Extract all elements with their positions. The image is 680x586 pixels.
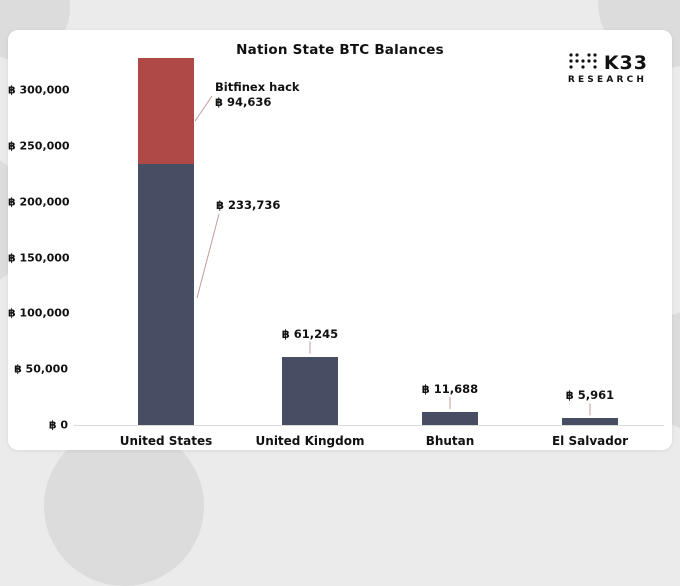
x-axis-line — [74, 425, 664, 426]
value-label: ฿ 11,688 — [421, 381, 479, 396]
leader-lines — [194, 95, 591, 416]
x-category-label: El Salvador — [551, 434, 628, 448]
y-tick-label: ฿ 150,000 — [8, 251, 70, 264]
y-tick-label: ฿ 200,000 — [8, 195, 70, 209]
stack-annotation-value: ฿ 94,636 — [215, 94, 272, 109]
bar-segment — [422, 411, 478, 425]
k33-logo-subtext: RESEARCH — [567, 75, 648, 85]
y-tick-label: ฿ 0 — [48, 418, 68, 432]
bar-segment — [562, 418, 618, 425]
y-tick-label: ฿ 100,000 — [8, 306, 70, 320]
value-label: ฿ 233,736 — [216, 198, 281, 212]
bar-segment — [138, 163, 194, 425]
k33-logo-mark-icon — [568, 52, 598, 74]
chart-card: Nation State BTC Balances K33 RESEARCH ฿… — [8, 30, 672, 450]
bar-segment — [282, 356, 338, 425]
bar-segment — [138, 58, 194, 164]
stack-annotation: Bitfinex hack ฿ 94,636 — [215, 80, 300, 110]
decorative-circle — [44, 426, 204, 586]
chart-title: Nation State BTC Balances — [236, 42, 444, 58]
y-tick-label: ฿ 250,000 — [8, 139, 70, 153]
value-label: ฿ 61,245 — [281, 326, 339, 341]
y-tick-label: ฿ 50,000 — [14, 362, 68, 376]
k33-logo-text: K33 — [603, 52, 648, 74]
y-tick-label: ฿ 300,000 — [8, 83, 70, 97]
value-label: ฿ 5,961 — [565, 388, 615, 403]
stack-annotation-label: Bitfinex hack — [215, 80, 300, 94]
chart-plot-area: ฿ 0 ฿ 50,000 ฿ 100,000 ฿ 150,000 ฿ 200,000 ฿ … — [8, 30, 672, 450]
x-category-label: United States — [119, 434, 213, 448]
x-category-label: Bhutan — [425, 434, 475, 448]
k33-logo: K33 RESEARCH — [568, 52, 648, 85]
x-category-label: United Kingdom — [255, 434, 365, 448]
